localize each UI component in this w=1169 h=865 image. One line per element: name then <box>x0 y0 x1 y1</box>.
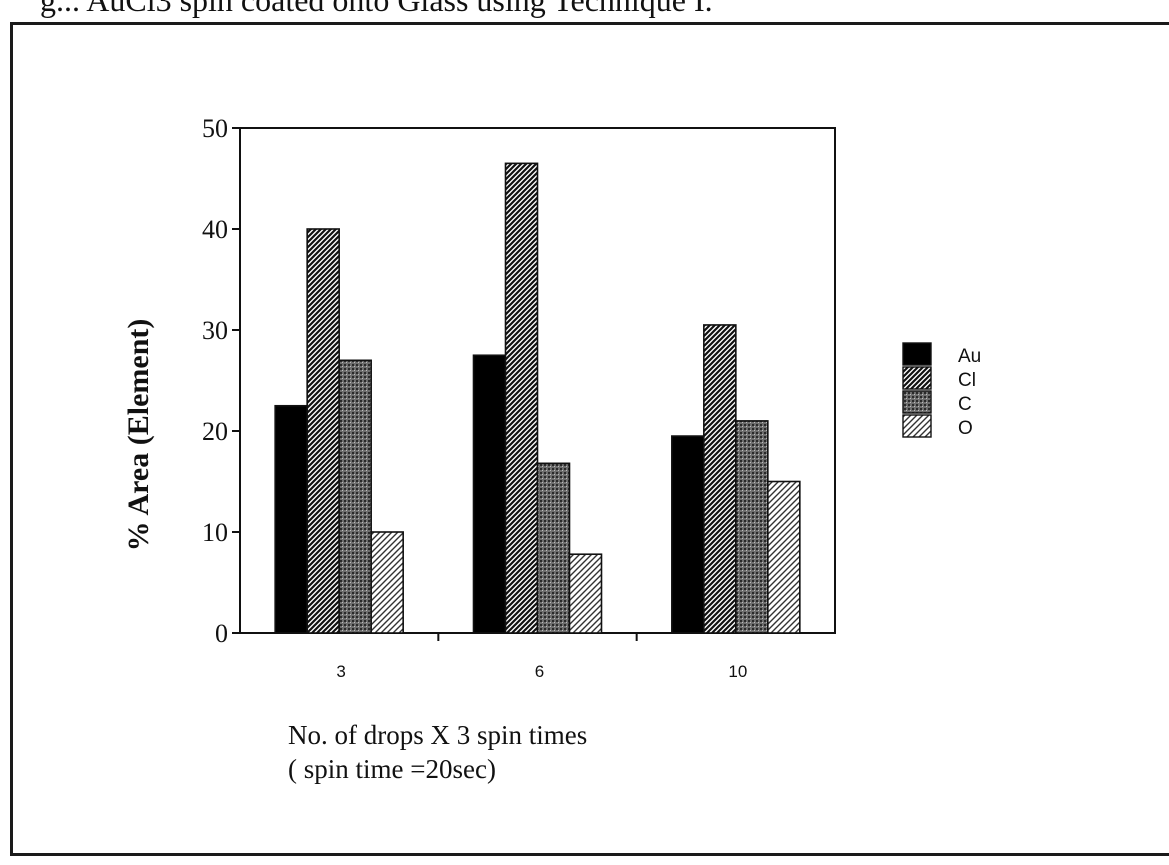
x-tick-label: 6 <box>535 662 544 681</box>
bar-c-6 <box>536 462 571 634</box>
bar-c-10 <box>735 420 769 634</box>
bar-cl-3 <box>306 228 340 634</box>
figure-caption: g... AuCl3 spin coated onto Glass using … <box>40 0 713 18</box>
x-tick-label: 10 <box>728 662 747 681</box>
bar-cl-6 <box>504 162 539 634</box>
legend-label-c: C <box>958 394 972 415</box>
bar-o-10 <box>767 480 801 634</box>
y-tick-label: 10 <box>202 518 228 547</box>
y-tick-label: 30 <box>202 316 228 345</box>
y-tick-label: 0 <box>215 619 228 648</box>
legend-swatch-o <box>902 414 932 438</box>
legend-swatch-c <box>902 390 932 414</box>
y-axis-label: % Area (Element) <box>122 319 155 552</box>
bar-au-10 <box>671 435 705 634</box>
bar-c-3 <box>338 359 372 634</box>
y-tick-label: 20 <box>202 417 228 446</box>
x-axis-label-line1: No. of drops X 3 spin times <box>288 720 587 750</box>
legend-swatch-cl <box>902 366 932 390</box>
bar-au-3 <box>274 404 308 634</box>
bar-cl-10 <box>703 324 737 634</box>
figure-frame <box>10 22 1169 856</box>
y-tick-label: 40 <box>202 215 228 244</box>
x-tick-label: 3 <box>336 662 345 681</box>
legend-label-o: O <box>958 418 973 439</box>
bar-o-3 <box>370 531 404 634</box>
x-axis-label-line2: ( spin time =20sec) <box>288 754 496 784</box>
bar-o-6 <box>568 553 603 634</box>
bar-au-6 <box>472 354 507 634</box>
y-tick-label: 50 <box>202 114 228 143</box>
legend-label-au: Au <box>958 346 981 367</box>
legend-label-cl: Cl <box>958 370 976 391</box>
legend-swatch-au <box>902 342 932 366</box>
